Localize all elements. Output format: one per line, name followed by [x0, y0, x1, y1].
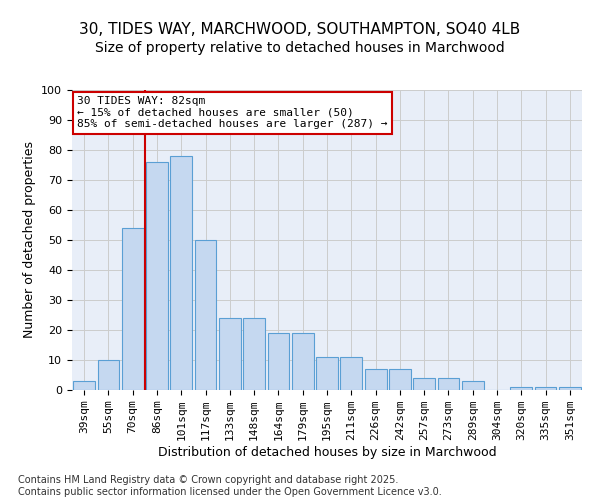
Bar [219, 318, 241, 390]
Bar [535, 387, 556, 390]
Text: 30 TIDES WAY: 82sqm
← 15% of detached houses are smaller (50)
85% of semi-detach: 30 TIDES WAY: 82sqm ← 15% of detached ho… [77, 96, 388, 129]
Bar [413, 378, 435, 390]
Bar [437, 378, 460, 390]
Text: Size of property relative to detached houses in Marchwood: Size of property relative to detached ho… [95, 41, 505, 55]
X-axis label: Distribution of detached houses by size in Marchwood: Distribution of detached houses by size … [158, 446, 496, 459]
Bar [365, 369, 386, 390]
Bar [292, 333, 314, 390]
Bar [462, 381, 484, 390]
Bar [122, 228, 143, 390]
Bar [559, 387, 581, 390]
Bar [146, 162, 168, 390]
Bar [316, 357, 338, 390]
Bar [97, 360, 119, 390]
Bar [73, 381, 95, 390]
Y-axis label: Number of detached properties: Number of detached properties [23, 142, 36, 338]
Bar [511, 387, 532, 390]
Bar [194, 240, 217, 390]
Bar [243, 318, 265, 390]
Bar [268, 333, 289, 390]
Bar [170, 156, 192, 390]
Bar [340, 357, 362, 390]
Bar [389, 369, 411, 390]
Text: 30, TIDES WAY, MARCHWOOD, SOUTHAMPTON, SO40 4LB: 30, TIDES WAY, MARCHWOOD, SOUTHAMPTON, S… [79, 22, 521, 38]
Text: Contains HM Land Registry data © Crown copyright and database right 2025.
Contai: Contains HM Land Registry data © Crown c… [18, 475, 442, 496]
